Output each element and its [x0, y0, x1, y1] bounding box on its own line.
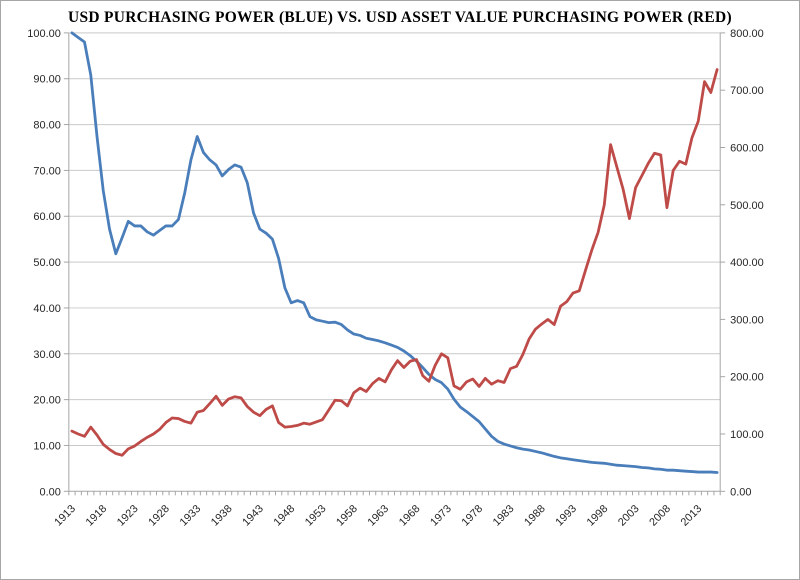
left-axis-tick-label: 40.00 — [33, 303, 60, 315]
right-axis-tick-label: 0.00 — [730, 486, 751, 498]
chart-title: USD PURCHASING POWER (BLUE) VS. USD ASSE… — [68, 9, 732, 26]
left-axis-tick-label: 10.00 — [33, 440, 60, 452]
axis-lines-and-ticks — [63, 32, 726, 496]
x-axis-year-label: 2013 — [679, 503, 705, 529]
x-axis-year-label: 1968 — [397, 503, 423, 529]
x-axis-year-label: 1988 — [522, 503, 548, 529]
red-series-line — [70, 68, 719, 457]
x-axis-year-label: 1963 — [366, 503, 392, 529]
left-axis-tick-label: 60.00 — [33, 211, 60, 223]
x-axis-year-label: 1928 — [146, 503, 172, 529]
x-axis-year-label: 1993 — [553, 503, 579, 529]
x-axis-year-label: 1953 — [303, 503, 329, 529]
gridlines — [68, 32, 721, 446]
right-axis-tick-label: 500.00 — [730, 200, 764, 212]
x-axis-year-label: 1918 — [84, 503, 110, 529]
left-axis-tick-label: 80.00 — [33, 120, 60, 132]
x-axis-year-label: 1913 — [52, 503, 78, 529]
left-axis-tick-label: 20.00 — [33, 395, 60, 407]
x-axis-labels: 1913 1918 1923 1928 1933 1938 1943 1948 1953 1958… — [52, 503, 704, 529]
right-axis-tick-label: 400.00 — [730, 257, 764, 269]
x-axis-year-label: 1938 — [209, 503, 235, 529]
right-axis-tick-label: 600.00 — [730, 142, 764, 154]
left-axis-tick-label: 90.00 — [33, 74, 60, 86]
left-axis-tick-label: 50.00 — [33, 257, 60, 269]
x-axis-year-label: 1973 — [428, 503, 454, 529]
right-axis-labels: 0.00 100.00 200.00 300.00 400.00 500.00 600.00… — [730, 28, 764, 498]
x-axis-year-label: 1958 — [334, 503, 360, 529]
right-axis-tick-label: 800.00 — [730, 28, 764, 40]
left-axis-tick-label: 0.00 — [40, 486, 61, 498]
right-axis-tick-label: 300.00 — [730, 314, 764, 326]
right-axis-tick-label: 200.00 — [730, 372, 764, 384]
left-axis-tick-label: 70.00 — [33, 165, 60, 177]
x-axis-year-label: 1933 — [178, 503, 204, 529]
x-axis-year-label: 1983 — [491, 503, 517, 529]
x-axis-year-label: 2008 — [647, 503, 673, 529]
right-axis-tick-label: 700.00 — [730, 85, 764, 97]
x-axis-year-label: 1943 — [240, 503, 266, 529]
right-axis-tick-label: 100.00 — [730, 429, 764, 441]
x-axis-year-label: 1998 — [585, 503, 611, 529]
series-lines — [70, 31, 719, 474]
left-axis-tick-label: 100.00 — [27, 28, 61, 40]
left-axis-tick-label: 30.00 — [33, 349, 60, 361]
x-axis-year-label: 1948 — [272, 503, 298, 529]
x-axis-year-label: 1978 — [459, 503, 485, 529]
x-axis-year-label: 1923 — [115, 503, 141, 529]
blue-series-line — [70, 31, 719, 474]
x-axis-year-label: 2003 — [616, 503, 642, 529]
left-axis-labels: 0.00 10.00 20.00 30.00 40.00 50.00 60.00 70.00 8… — [27, 28, 61, 498]
